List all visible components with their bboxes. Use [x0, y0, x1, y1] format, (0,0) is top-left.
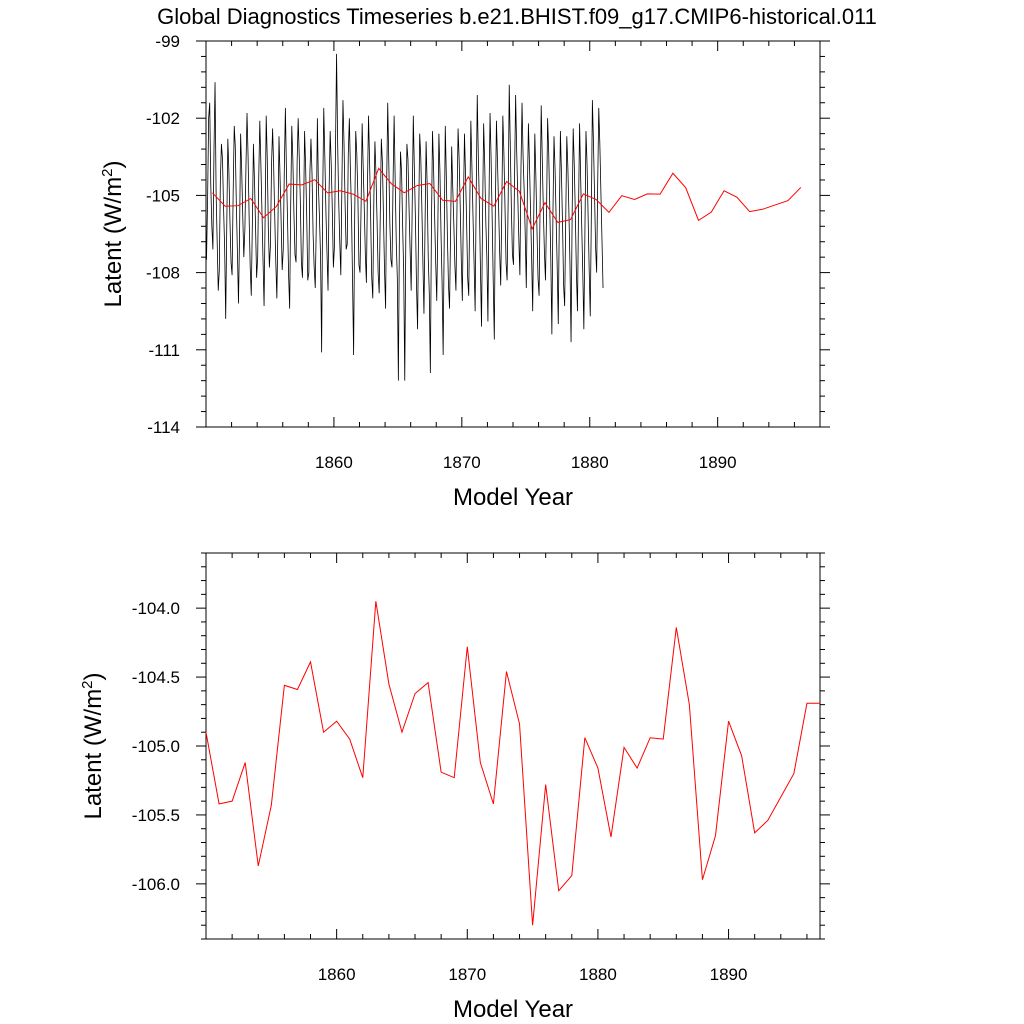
bottom-plot-frame: [205, 552, 821, 940]
top-monthly-series-line: [206, 53, 604, 381]
bottom-y-tick-label: -106.0: [132, 875, 180, 894]
top-annual-series: [212, 167, 802, 231]
bottom-y-tick-labels: -106.0 -105.5 -105.0 -104.5 -104.0: [132, 599, 180, 894]
top-y-axis-label-close: ): [100, 160, 127, 168]
top-y-tick-label: -108: [146, 264, 180, 283]
top-y-axis-label-superscript: 2: [99, 168, 116, 176]
top-x-tick-label: 1870: [443, 453, 481, 472]
top-plot-frame: [205, 40, 821, 428]
bottom-tick-marks: [196, 552, 830, 940]
bottom-y-tick-label: -104.0: [132, 599, 180, 618]
bottom-y-axis-label-close: ): [80, 672, 107, 680]
bottom-y-axis-label: Latent (W/m2): [79, 672, 107, 819]
top-y-tick-label: -102: [146, 109, 180, 128]
top-chart-panel: -114 -111 -108 -105 -102 -99 1860 1870 1880 1890…: [99, 32, 830, 511]
bottom-y-tick-label: -105.5: [132, 806, 180, 825]
figure-title: Global Diagnostics Timeseries b.e21.BHIS…: [157, 4, 877, 29]
top-x-axis-label: Model Year: [453, 484, 573, 511]
bottom-x-tick-label: 1880: [579, 965, 617, 984]
top-x-tick-label: 1890: [699, 453, 737, 472]
bottom-y-tick-label: -105.0: [132, 737, 180, 756]
top-y-axis-label-main: Latent (W/m: [100, 177, 127, 308]
top-y-tick-label: -99: [155, 32, 180, 51]
top-monthly-series: [206, 53, 604, 381]
top-y-axis-label: Latent (W/m2): [99, 160, 127, 307]
top-y-tick-labels: -114 -111 -108 -105 -102 -99: [146, 32, 180, 437]
top-tick-marks: [196, 40, 830, 428]
bottom-annual-series-line: [205, 601, 820, 926]
bottom-x-axis-label: Model Year: [453, 996, 573, 1023]
bottom-x-tick-label: 1890: [710, 965, 748, 984]
top-annual-series-line: [212, 167, 802, 231]
top-y-tick-label: -105: [146, 186, 180, 205]
bottom-annual-series: [205, 601, 820, 926]
bottom-y-axis-label-superscript: 2: [79, 680, 96, 688]
bottom-chart-panel: -106.0-105.5-105.0-104.5-104.0 1860 1870 1…: [79, 552, 830, 1023]
bottom-x-tick-label: 1870: [448, 965, 486, 984]
top-x-tick-label: 1860: [315, 453, 353, 472]
bottom-y-axis-label-main: Latent (W/m: [80, 689, 107, 820]
bottom-y-tick-label: -104.5: [132, 668, 180, 687]
top-x-tick-label: 1880: [571, 453, 609, 472]
bottom-x-tick-labels: 1860 1870 1880 1890: [318, 965, 748, 984]
top-y-tick-label: -111: [148, 341, 180, 360]
top-y-tick-label: -114: [147, 418, 180, 437]
bottom-x-tick-label: 1860: [318, 965, 356, 984]
top-x-tick-labels: 1860 1870 1880 1890: [315, 453, 737, 472]
